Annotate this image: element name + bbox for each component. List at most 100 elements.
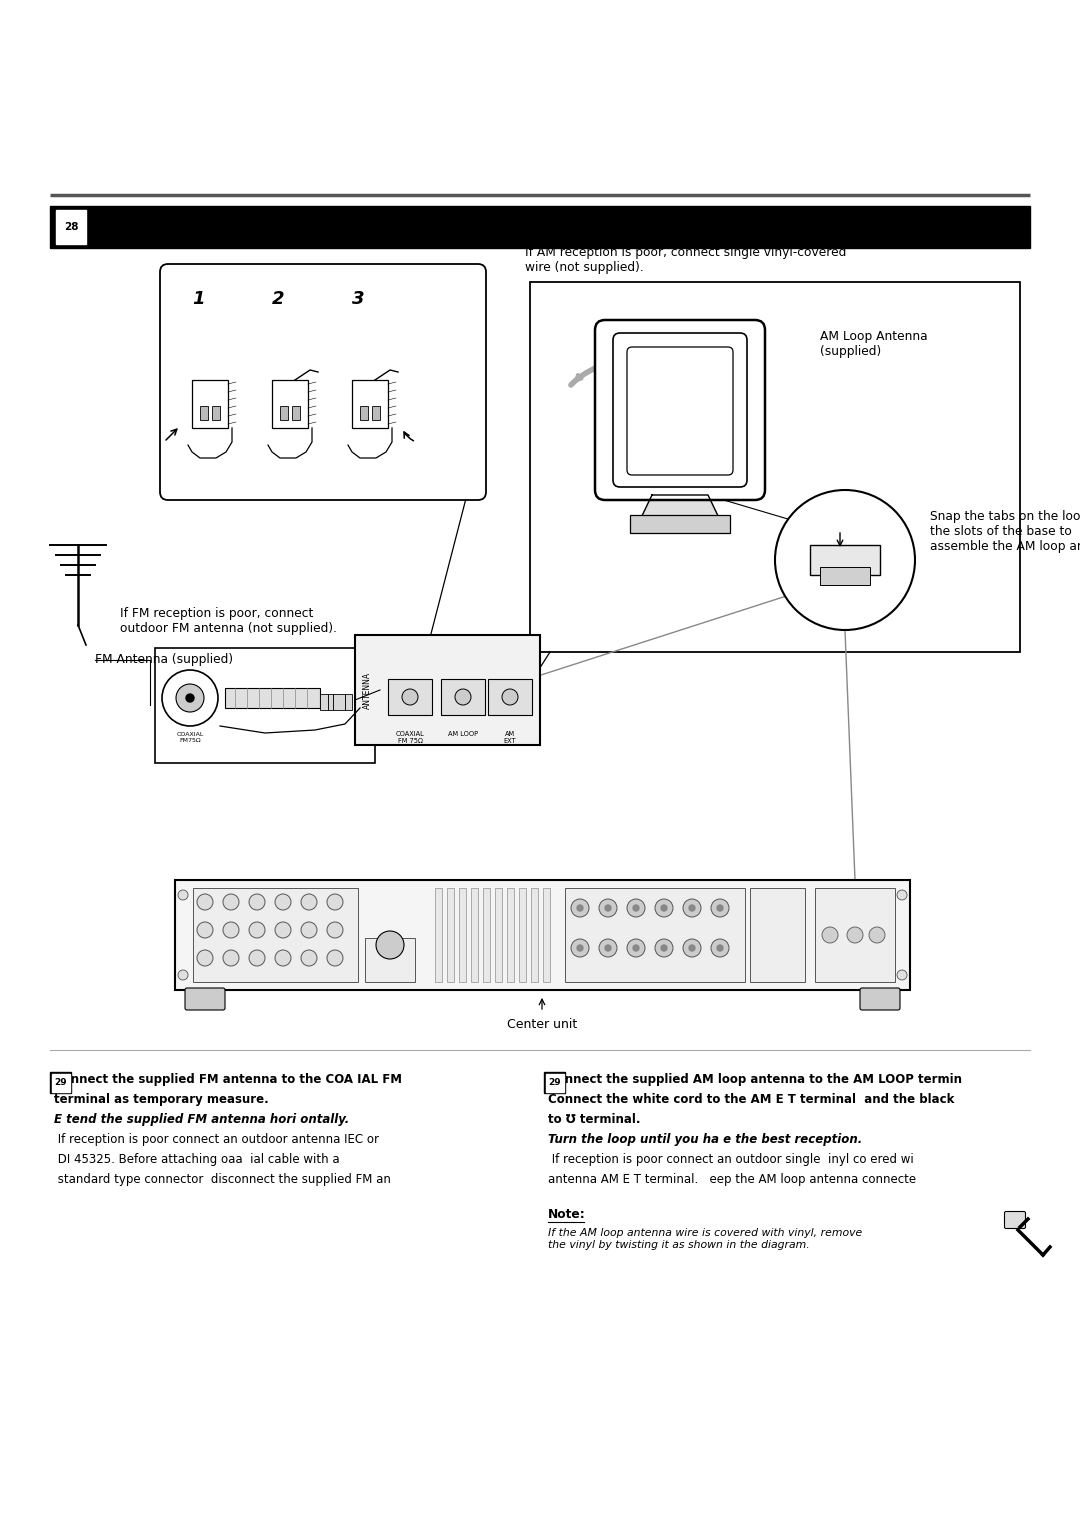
Circle shape <box>627 939 645 957</box>
Text: to ℧ terminal.: to ℧ terminal. <box>548 1113 640 1125</box>
Circle shape <box>249 894 265 910</box>
Bar <box>50 1072 71 1093</box>
Bar <box>544 1072 565 1093</box>
Bar <box>565 888 745 982</box>
Circle shape <box>717 945 723 951</box>
Bar <box>50 206 1030 248</box>
Bar <box>507 888 514 982</box>
Circle shape <box>275 922 291 937</box>
Bar <box>355 635 540 745</box>
Bar <box>630 515 730 534</box>
Circle shape <box>683 939 701 957</box>
Bar <box>225 688 320 708</box>
Circle shape <box>301 922 318 937</box>
Bar <box>545 1073 564 1092</box>
Text: AM Loop Antenna
(supplied): AM Loop Antenna (supplied) <box>820 330 928 358</box>
Bar <box>810 544 880 575</box>
Circle shape <box>605 905 611 911</box>
Bar <box>175 881 910 989</box>
Bar <box>360 407 368 420</box>
Circle shape <box>775 489 915 630</box>
Bar <box>328 694 333 709</box>
Text: AM LOOP: AM LOOP <box>448 731 478 737</box>
Circle shape <box>178 969 188 980</box>
Text: If reception is poor connect an outdoor antenna IEC or: If reception is poor connect an outdoor … <box>54 1133 379 1147</box>
Circle shape <box>186 694 194 702</box>
Bar <box>365 937 415 982</box>
Text: ANTENNA: ANTENNA <box>363 671 372 708</box>
Bar <box>543 888 550 982</box>
Circle shape <box>222 922 239 937</box>
Circle shape <box>599 939 617 957</box>
Text: Connect the white cord to the AM E T terminal  and the black: Connect the white cord to the AM E T ter… <box>548 1093 955 1105</box>
Circle shape <box>661 945 667 951</box>
Bar <box>483 888 490 982</box>
Circle shape <box>577 945 583 951</box>
FancyBboxPatch shape <box>192 381 228 428</box>
FancyBboxPatch shape <box>1004 1211 1026 1228</box>
Circle shape <box>301 894 318 910</box>
Circle shape <box>249 950 265 966</box>
Bar <box>280 407 288 420</box>
FancyBboxPatch shape <box>272 381 308 428</box>
Circle shape <box>502 690 518 705</box>
Bar <box>388 679 432 716</box>
Circle shape <box>178 890 188 901</box>
Circle shape <box>571 899 589 917</box>
Text: 3: 3 <box>352 291 364 307</box>
Circle shape <box>222 894 239 910</box>
Circle shape <box>897 890 907 901</box>
Bar <box>820 567 870 586</box>
Bar <box>815 888 895 982</box>
Circle shape <box>633 905 639 911</box>
Text: COAXIAL
FM75Ω: COAXIAL FM75Ω <box>176 732 204 743</box>
Circle shape <box>897 969 907 980</box>
Circle shape <box>654 939 673 957</box>
Circle shape <box>327 950 343 966</box>
Circle shape <box>162 670 218 726</box>
Bar <box>495 888 502 982</box>
Circle shape <box>711 939 729 957</box>
FancyBboxPatch shape <box>185 988 225 1011</box>
Text: 2: 2 <box>272 291 284 307</box>
Circle shape <box>847 927 863 943</box>
Circle shape <box>661 905 667 911</box>
Circle shape <box>577 905 583 911</box>
Text: 29: 29 <box>549 1078 561 1087</box>
Bar <box>441 679 485 716</box>
Circle shape <box>275 950 291 966</box>
FancyBboxPatch shape <box>595 320 765 500</box>
Bar <box>531 888 538 982</box>
Text: 1: 1 <box>192 291 204 307</box>
Circle shape <box>689 945 696 951</box>
Bar <box>320 694 328 709</box>
Bar <box>333 694 345 709</box>
Text: COAXIAL
FM 75Ω: COAXIAL FM 75Ω <box>395 731 424 745</box>
Bar <box>459 888 465 982</box>
Bar <box>471 888 478 982</box>
Circle shape <box>717 905 723 911</box>
Text: Center unit: Center unit <box>507 1018 577 1031</box>
Circle shape <box>197 922 213 937</box>
Text: FM Antenna (supplied): FM Antenna (supplied) <box>95 653 233 667</box>
Text: E tend the supplied FM antenna hori ontally.: E tend the supplied FM antenna hori onta… <box>54 1113 349 1125</box>
Bar <box>372 407 380 420</box>
Text: If AM reception is poor, connect single vinyl-covered
wire (not supplied).: If AM reception is poor, connect single … <box>525 246 847 274</box>
Circle shape <box>249 922 265 937</box>
Text: antenna AM E T terminal.   eep the AM loop antenna connecte: antenna AM E T terminal. eep the AM loop… <box>548 1173 916 1187</box>
Text: If FM reception is poor, connect
outdoor FM antenna (not supplied).: If FM reception is poor, connect outdoor… <box>120 607 337 635</box>
Circle shape <box>605 945 611 951</box>
FancyBboxPatch shape <box>160 265 486 500</box>
Circle shape <box>197 894 213 910</box>
Circle shape <box>599 899 617 917</box>
Circle shape <box>711 899 729 917</box>
Circle shape <box>571 939 589 957</box>
Text: 28: 28 <box>64 222 78 232</box>
Circle shape <box>627 899 645 917</box>
Circle shape <box>455 690 471 705</box>
Circle shape <box>822 927 838 943</box>
Bar <box>345 694 352 709</box>
Text: If the AM loop antenna wire is covered with vinyl, remove
the vinyl by twisting : If the AM loop antenna wire is covered w… <box>548 1228 862 1249</box>
Circle shape <box>327 894 343 910</box>
Text: Turn the loop until you ha e the best reception.: Turn the loop until you ha e the best re… <box>548 1133 862 1147</box>
